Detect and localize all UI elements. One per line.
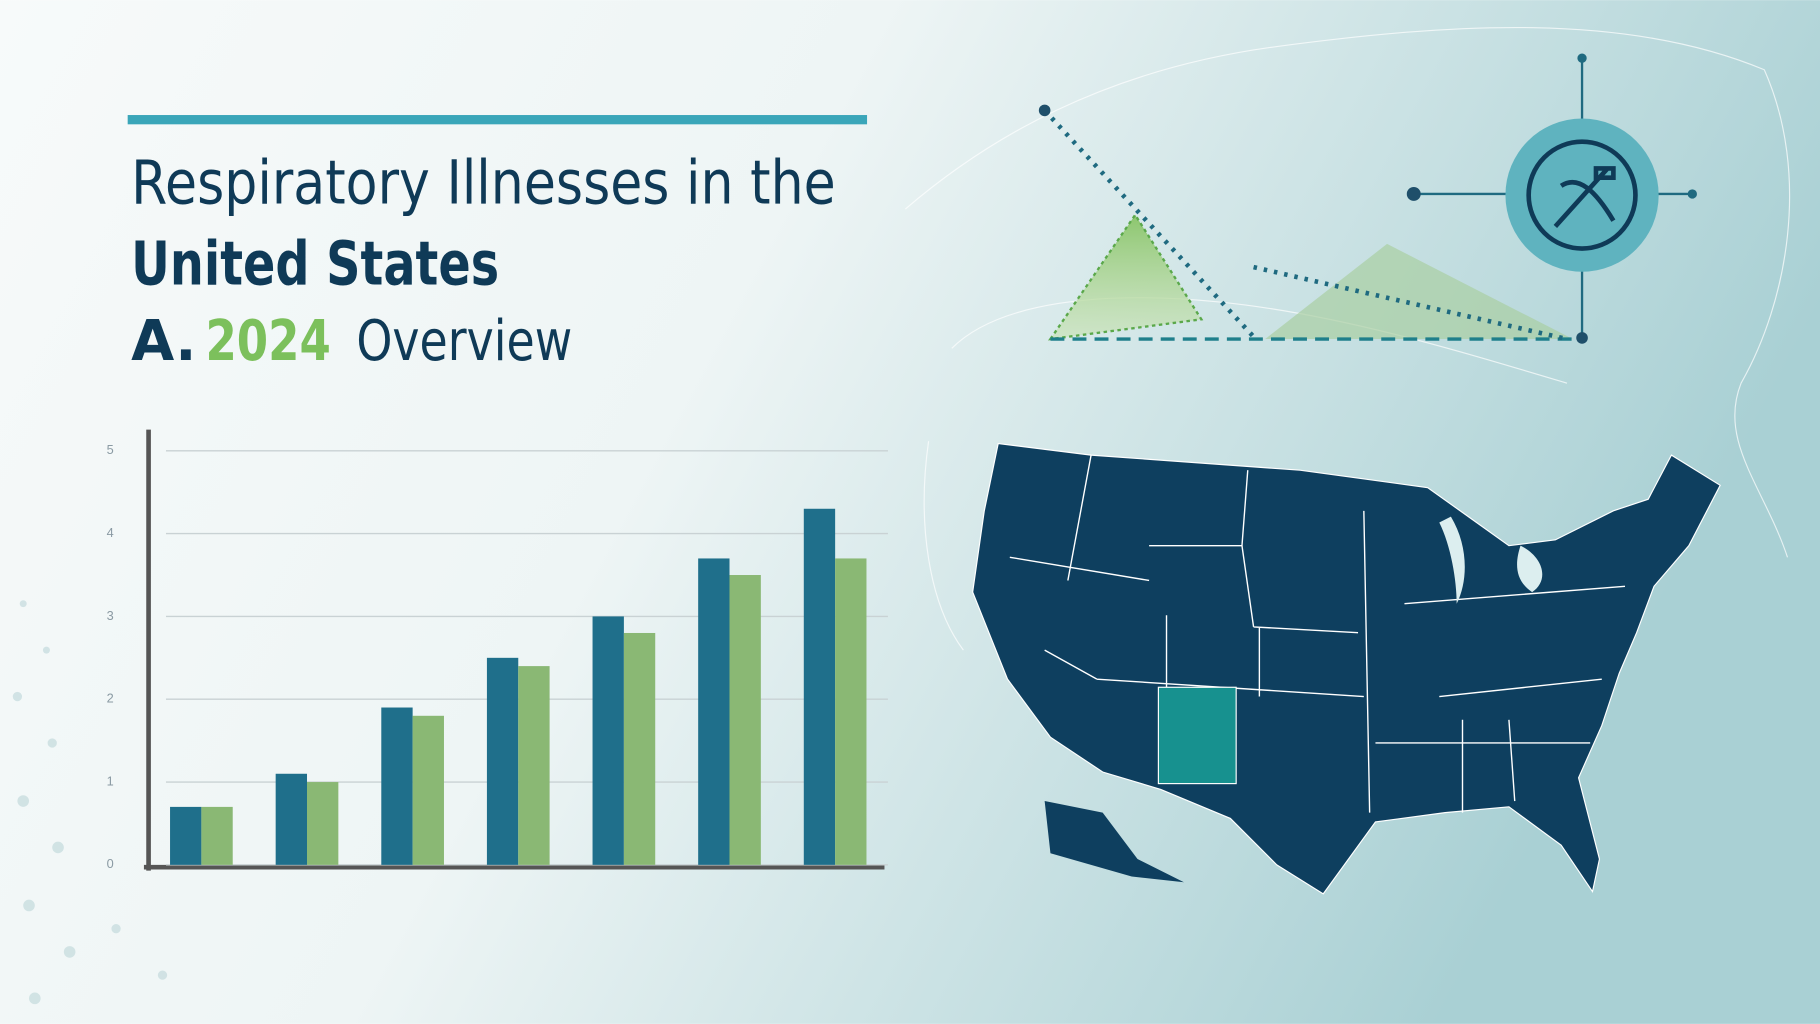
title-line: United States (131, 230, 499, 300)
trend-decoration (1038, 53, 1697, 344)
title-bar (127, 115, 868, 125)
subtitle-year: 2024 (205, 309, 330, 374)
bar (698, 558, 730, 865)
y-tick-label: 4 (107, 525, 114, 540)
y-tick-label: 3 (107, 608, 114, 623)
y-tick-label: 1 (107, 773, 114, 788)
continent-outline (904, 26, 1791, 651)
bar (729, 575, 761, 865)
us-map (972, 442, 1721, 895)
bar (592, 616, 624, 865)
bar (518, 666, 550, 865)
bar (201, 806, 233, 865)
bar (170, 806, 202, 865)
y-tick-label: 5 (107, 442, 114, 457)
bar (412, 715, 444, 865)
bar (486, 657, 519, 865)
dot-pattern (12, 600, 168, 1005)
bar (623, 632, 656, 865)
bar (275, 773, 308, 865)
subtitle-prefix: A. (131, 309, 196, 374)
y-tick-label: 2 (107, 691, 114, 706)
title-line: Respiratory Illnesses in the (131, 148, 836, 218)
bar (381, 707, 413, 865)
bar (803, 508, 836, 865)
y-tick-label: 0 (107, 856, 114, 871)
bar (835, 558, 867, 865)
bar (307, 782, 339, 865)
subtitle-suffix: Overview (356, 309, 572, 374)
